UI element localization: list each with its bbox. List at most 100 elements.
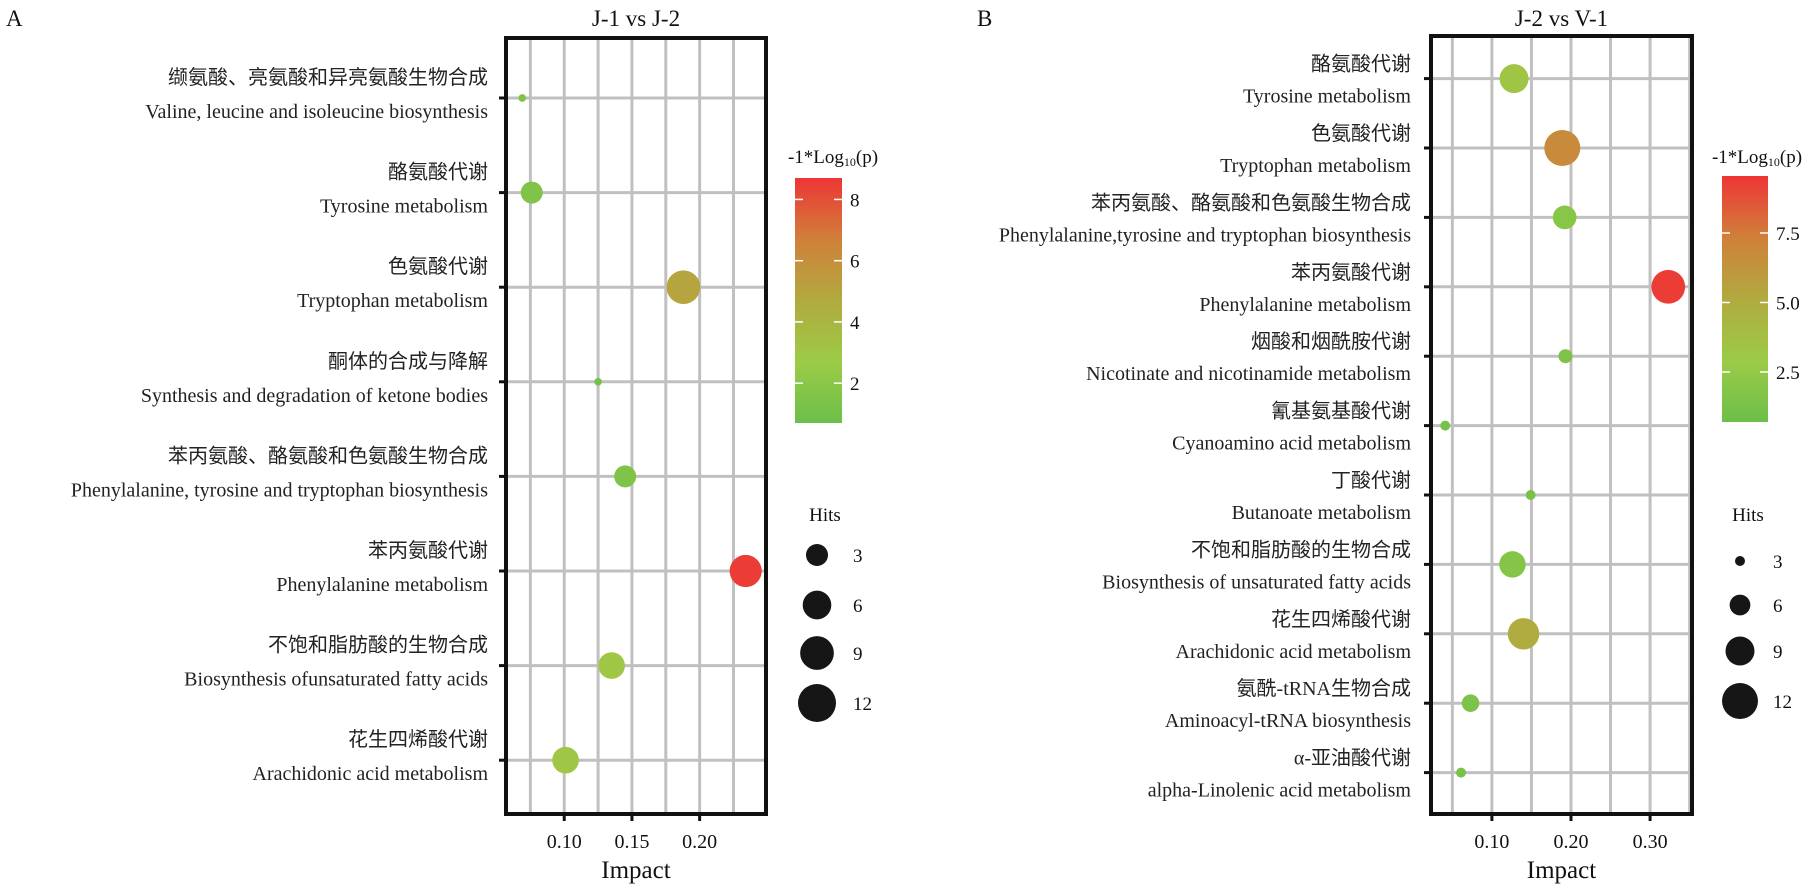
data-point xyxy=(1525,490,1536,500)
pathway-label-cn: 氨酰-tRNA生物合成 xyxy=(1237,677,1411,700)
data-point xyxy=(1456,767,1467,778)
size-legend-title: Hits xyxy=(809,505,841,526)
color-legend-title: -1*Log10(p) xyxy=(1712,147,1802,169)
data-point xyxy=(614,465,637,488)
gridlines xyxy=(506,38,766,814)
size-legend-circle xyxy=(800,636,834,670)
color-legend-title-sub: 10 xyxy=(844,155,856,169)
data-point xyxy=(594,377,602,386)
pathway-label-cn: 花生四烯酸代谢 xyxy=(1271,608,1411,631)
pathway-label-en: Tryptophan metabolism xyxy=(1220,155,1411,177)
size-legend-circle xyxy=(1725,636,1755,666)
size-legend-label: 3 xyxy=(853,546,863,567)
pathway-label-cn: 苯丙氨酸代谢 xyxy=(1291,261,1411,284)
data-point xyxy=(1440,420,1451,431)
pathway-label-en: Phenylalanine metabolism xyxy=(1199,294,1411,316)
data-point xyxy=(1507,618,1540,650)
color-legend-title-suffix: (p) xyxy=(856,147,878,168)
x-axis-title: Impact xyxy=(1527,857,1596,884)
size-legend-label: 12 xyxy=(1773,692,1792,713)
colorbar xyxy=(795,178,842,423)
x-tick-label: 0.10 xyxy=(1474,831,1509,853)
size-legend-circle xyxy=(797,683,837,723)
chart-title: J-2 vs V-1 xyxy=(1515,6,1608,31)
data-point xyxy=(666,270,701,305)
colorbar xyxy=(1722,176,1768,422)
pathway-label-en: alpha-Linolenic acid metabolism xyxy=(1148,780,1412,802)
colorbar-tick-label: 8 xyxy=(850,190,860,211)
colorbar-tick-label: 7.5 xyxy=(1776,224,1800,245)
colorbar-tick-label: 2 xyxy=(850,374,860,395)
pathway-label-en: Aminoacyl-tRNA biosynthesis xyxy=(1165,710,1411,732)
size-legend-label: 9 xyxy=(853,644,863,665)
pathway-label-cn: 氰基氨基酸代谢 xyxy=(1271,400,1411,423)
size-legend-label: 6 xyxy=(1773,596,1783,617)
pathway-label-en: Phenylalanine, tyrosine and tryptophan b… xyxy=(71,479,488,501)
pathway-label-cn: 色氨酸代谢 xyxy=(1311,122,1411,145)
data-point xyxy=(1558,349,1573,364)
panel-b: B J-2 vs V-1 酪氨酸代谢 Tyrosine metabolism 色氨酸代谢… xyxy=(977,6,1802,884)
pathway-label-en: Valine, leucine and isoleucine biosynthe… xyxy=(145,101,488,123)
pathway-label-cn: 酪氨酸代谢 xyxy=(1311,53,1411,76)
plot-frame xyxy=(1429,34,1694,816)
size-legend-circle xyxy=(1735,556,1745,566)
data-point xyxy=(1552,205,1577,230)
panel-label: B xyxy=(977,6,992,31)
pathway-label-en: Tyrosine metabolism xyxy=(1243,86,1411,108)
color-legend-title-prefix: -1*Log xyxy=(788,147,844,168)
pathway-label-en: Tryptophan metabolism xyxy=(297,290,488,312)
data-point xyxy=(598,652,625,679)
size-legend-label: 12 xyxy=(853,694,872,715)
pathway-label-en: Biosynthesis of unsaturated fatty acids xyxy=(1102,571,1411,593)
size-legend-circle xyxy=(1722,683,1758,719)
pathway-label-cn: 酪氨酸代谢 xyxy=(388,161,488,184)
pathway-label-cn: 苯丙氨酸、酪氨酸和色氨酸生物合成 xyxy=(168,444,488,467)
data-point xyxy=(518,94,527,102)
color-legend-title-prefix: -1*Log xyxy=(1712,147,1768,168)
pathway-label-en: Arachidonic acid metabolism xyxy=(1176,641,1412,663)
x-tick-label: 0.30 xyxy=(1633,831,1668,853)
pathway-label-cn: α-亚油酸代谢 xyxy=(1294,747,1411,770)
data-point xyxy=(1651,269,1686,304)
pathway-label-cn: 苯丙氨酸、酪氨酸和色氨酸生物合成 xyxy=(1091,191,1411,214)
colorbar-tick-label: 2.5 xyxy=(1776,363,1800,384)
pathway-label-en: Biosynthesis ofunsaturated fatty acids xyxy=(184,669,488,691)
colorbar-tick-label: 4 xyxy=(850,313,860,334)
size-legend-label: 3 xyxy=(1773,552,1783,573)
pathway-label-en: Tyrosine metabolism xyxy=(320,196,488,218)
pathway-label-cn: 苯丙氨酸代谢 xyxy=(368,539,488,562)
data-point xyxy=(520,181,543,204)
plot-background xyxy=(506,38,766,814)
pathway-label-cn: 丁酸代谢 xyxy=(1331,469,1411,492)
pathway-label-cn: 酮体的合成与降解 xyxy=(328,350,488,373)
color-legend-title-sub: 10 xyxy=(1768,155,1780,169)
pathway-label-en: Nicotinate and nicotinamide metabolism xyxy=(1086,363,1411,385)
pathway-label-cn: 缬氨酸、亮氨酸和异亮氨酸生物合成 xyxy=(168,66,488,89)
data-point xyxy=(552,746,579,774)
pathway-label-cn: 色氨酸代谢 xyxy=(388,255,488,278)
pathway-label-en: Cyanoamino acid metabolism xyxy=(1172,433,1411,455)
size-legend-title: Hits xyxy=(1732,505,1764,526)
x-tick-label: 0.15 xyxy=(614,831,649,853)
pathway-label-cn: 不饱和脂肪酸的生物合成 xyxy=(268,634,488,657)
pathway-label-cn: 不饱和脂肪酸的生物合成 xyxy=(1191,538,1411,561)
data-point xyxy=(1499,551,1526,578)
pathway-label-en: Phenylalanine,tyrosine and tryptophan bi… xyxy=(999,224,1411,246)
x-tick-label: 0.20 xyxy=(1553,831,1588,853)
pathway-label-cn: 烟酸和烟酰胺代谢 xyxy=(1251,330,1411,353)
size-legend-circle xyxy=(802,590,832,620)
chart-title: J-1 vs J-2 xyxy=(592,6,680,31)
size-legend-label: 6 xyxy=(853,596,863,617)
pathway-label-en: Synthesis and degradation of ketone bodi… xyxy=(141,385,488,407)
pathway-label-en: Arachidonic acid metabolism xyxy=(253,763,489,785)
colorbar-tick-label: 5.0 xyxy=(1776,293,1800,314)
size-legend-circle xyxy=(1729,594,1751,616)
data-point xyxy=(729,554,762,588)
data-point xyxy=(1544,130,1581,166)
data-point xyxy=(1499,64,1529,94)
panel-a: A J-1 vs J-2 缬氨酸、亮氨酸和异亮氨酸生物合成 Valine, leuci… xyxy=(6,6,878,884)
pathway-label-en: Butanoate metabolism xyxy=(1232,502,1412,524)
plot-frame xyxy=(504,36,768,816)
x-tick-label: 0.20 xyxy=(682,831,717,853)
